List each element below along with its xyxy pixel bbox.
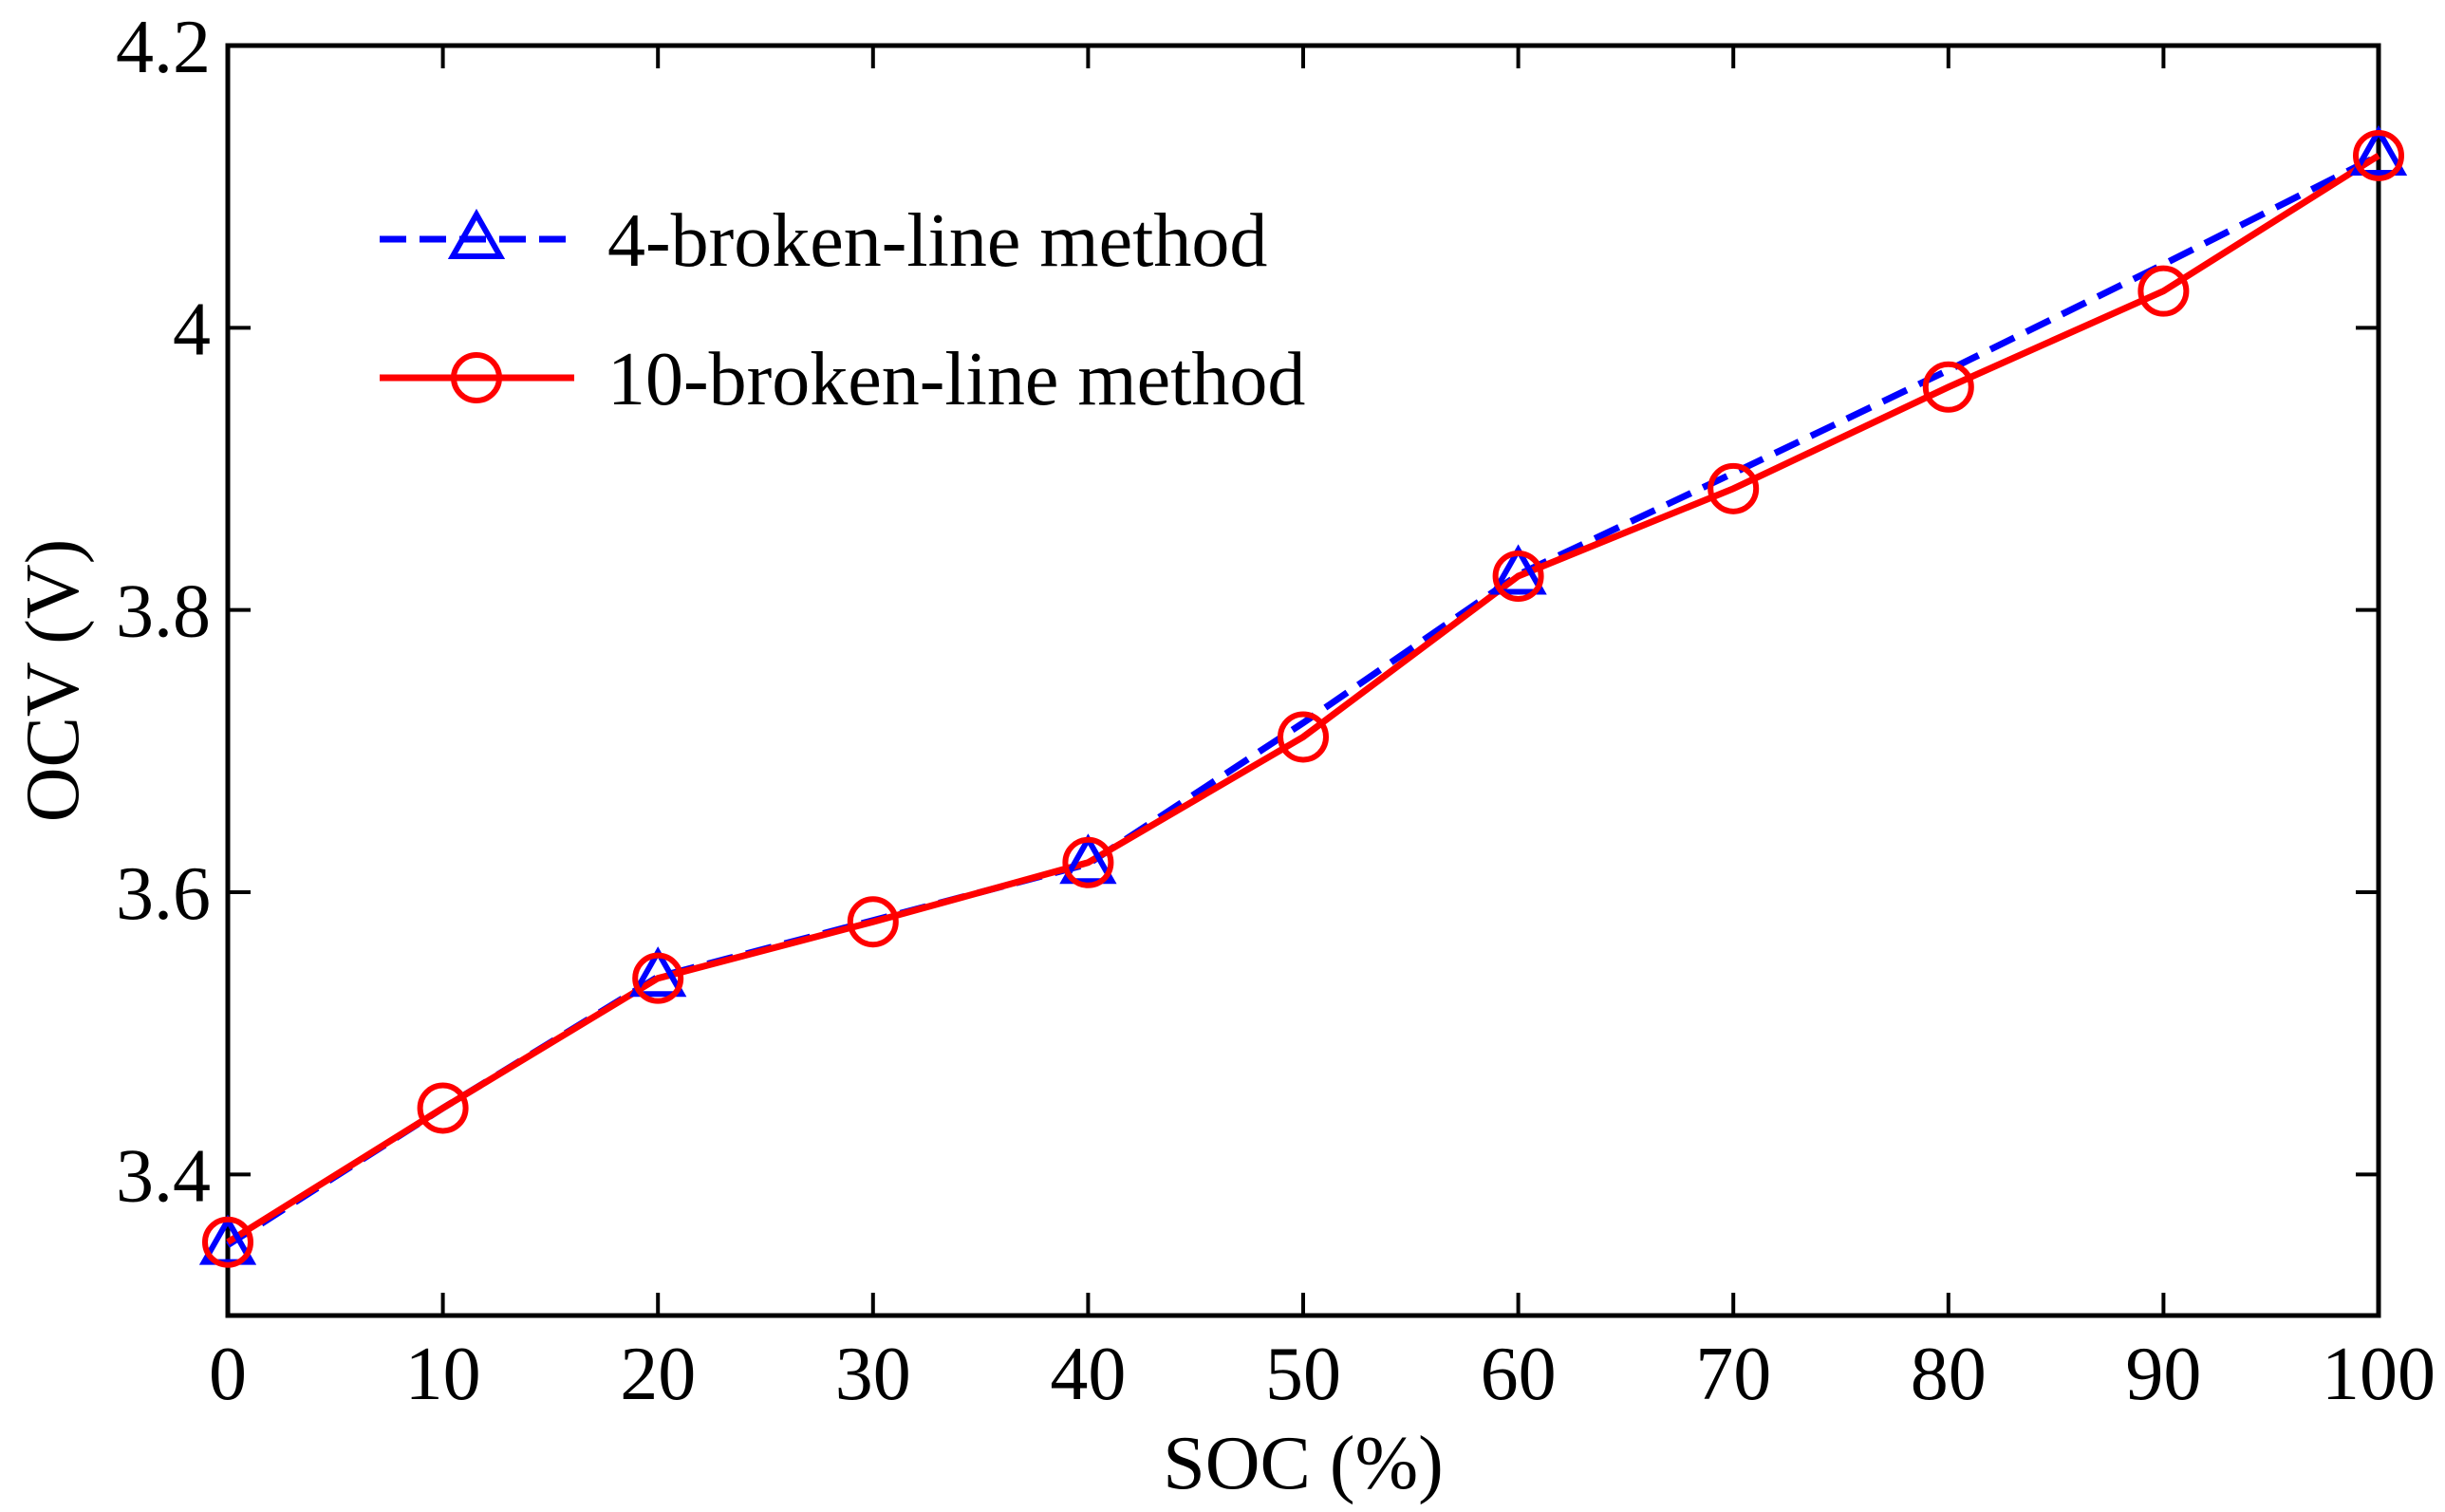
legend-triangle-marker xyxy=(447,208,506,259)
x-tick-label: 10 xyxy=(405,1333,481,1416)
y-tick-label: 4.2 xyxy=(116,6,211,89)
x-tick-label: 90 xyxy=(2125,1333,2201,1416)
circle-marker xyxy=(632,952,684,1004)
series-line-10-broken xyxy=(226,152,2380,1245)
circle-marker xyxy=(1922,361,1974,413)
plot-area xyxy=(225,43,2381,1318)
x-tick-label: 100 xyxy=(2322,1333,2436,1416)
axis-ticks xyxy=(226,44,2380,1316)
y-tick-label: 3.4 xyxy=(116,1134,211,1218)
legend: 4-broken-line method 10-broken-line meth… xyxy=(380,199,1305,421)
y-axis-title: OCV (V) xyxy=(11,539,95,823)
circle-marker xyxy=(202,1216,253,1268)
triangle-marker xyxy=(1059,833,1117,885)
circle-marker xyxy=(847,896,899,948)
y-tick-label: 4 xyxy=(173,288,211,371)
y-tick-label: 3.8 xyxy=(116,570,211,654)
circle-marker xyxy=(1492,550,1544,602)
x-tick-label: 20 xyxy=(620,1333,696,1416)
triangle-marker xyxy=(629,946,687,998)
x-axis-title: SOC (%) xyxy=(1163,1422,1444,1505)
circle-marker xyxy=(1708,462,1760,514)
x-tick-label: 50 xyxy=(1265,1333,1341,1416)
triangle-marker xyxy=(2349,124,2408,176)
circle-marker xyxy=(1062,836,1114,888)
tick-labels: 0 10 20 30 40 50 60 70 80 90 100 3.4 3.6 3.8 4 4.2 xyxy=(116,6,2436,1416)
x-tick-label: 0 xyxy=(209,1333,247,1416)
circle-marker xyxy=(417,1082,469,1134)
legend-label-10-broken: 10-broken-line method xyxy=(607,338,1305,421)
circle-marker xyxy=(1278,711,1329,763)
triangle-marker xyxy=(1489,544,1547,595)
circle-marker xyxy=(2137,265,2190,317)
triangle-marker xyxy=(198,1214,257,1265)
x-tick-label: 60 xyxy=(1481,1333,1557,1416)
legend-circle-marker xyxy=(451,352,502,403)
x-tick-label: 70 xyxy=(1695,1333,1771,1416)
y-tick-label: 3.6 xyxy=(116,852,211,936)
circle-marker xyxy=(2353,129,2404,181)
series-markers xyxy=(198,124,2408,1268)
x-tick-label: 80 xyxy=(1911,1333,1987,1416)
x-tick-label: 30 xyxy=(835,1333,911,1416)
legend-label-4-broken: 4-broken-line method xyxy=(607,199,1267,283)
x-tick-label: 40 xyxy=(1050,1333,1126,1416)
series-lines xyxy=(226,152,2380,1248)
